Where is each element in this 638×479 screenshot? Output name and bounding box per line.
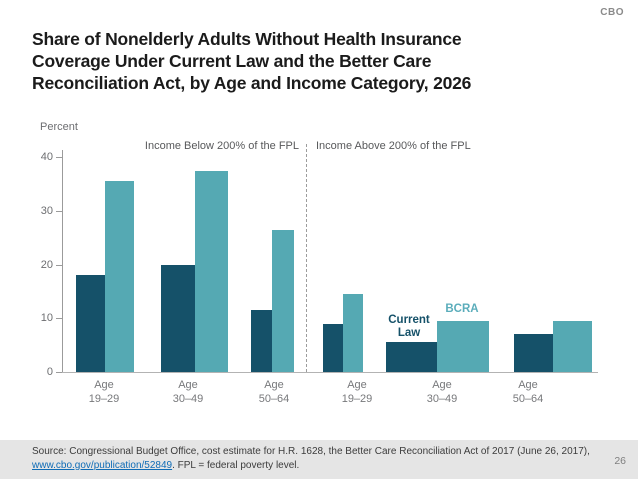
y-tick-mark-20 bbox=[56, 265, 62, 266]
source-text: Source: Congressional Budget Office, cos… bbox=[32, 446, 590, 457]
y-tick-mark-10 bbox=[56, 318, 62, 319]
y-tick-mark-30 bbox=[56, 211, 62, 212]
x-axis-label-above-19–29: Age 19–29 bbox=[341, 379, 373, 405]
x-axis-label-below-50–64: Age 50–64 bbox=[258, 379, 290, 405]
y-tick-mark-40 bbox=[56, 157, 62, 158]
source-link[interactable]: www.cbo.gov/publication/52849 bbox=[32, 459, 173, 471]
bar-current-law-age-50–64 bbox=[251, 310, 272, 372]
fpl-note: . FPL = federal poverty level. bbox=[172, 459, 300, 471]
cbo-logo: CBO bbox=[600, 7, 624, 18]
bar-current-law-age-50–64 bbox=[514, 334, 553, 372]
bar-bcra-age-19–29 bbox=[105, 181, 134, 372]
page-number: 26 bbox=[614, 455, 626, 467]
x-axis-label-below-19–29: Age 19–29 bbox=[88, 379, 120, 405]
x-axis-line bbox=[62, 372, 598, 373]
bar-bcra-age-30–49 bbox=[195, 171, 228, 372]
y-tick-label-40: 40 bbox=[40, 151, 53, 163]
bar-current-law-age-19–29 bbox=[76, 275, 105, 372]
bar-bcra-age-50–64 bbox=[553, 321, 592, 372]
x-axis-label-below-30–49: Age 30–49 bbox=[172, 379, 204, 405]
y-tick-label-10: 10 bbox=[40, 312, 53, 324]
legend-bcra: BCRA bbox=[445, 303, 479, 315]
y-tick-mark-0 bbox=[56, 372, 62, 373]
title-line-1: Share of Nonelderly Adults Without Healt… bbox=[32, 29, 462, 49]
bar-current-law-age-30–49 bbox=[386, 342, 437, 372]
group-header-above-fpl: Income Above 200% of the FPL bbox=[316, 140, 471, 152]
footer-bar: Source: Congressional Budget Office, cos… bbox=[0, 440, 638, 479]
y-axis-line bbox=[62, 150, 63, 372]
bar-current-law-age-19–29 bbox=[323, 324, 343, 372]
bar-bcra-age-30–49 bbox=[437, 321, 489, 372]
source-note: Source: Congressional Budget Office, cos… bbox=[32, 445, 592, 472]
group-divider-dashed-line bbox=[306, 144, 307, 372]
y-tick-label-20: 20 bbox=[40, 259, 53, 271]
bar-chart: Percent Income Below 200% of the FPL Inc… bbox=[40, 121, 598, 405]
title-line-2: Coverage Under Current Law and the Bette… bbox=[32, 51, 432, 71]
title-line-3: Reconciliation Act, by Age and Income Ca… bbox=[32, 73, 472, 93]
page-title: Share of Nonelderly Adults Without Healt… bbox=[32, 28, 592, 94]
bar-current-law-age-30–49 bbox=[161, 265, 195, 372]
bar-bcra-age-19–29 bbox=[343, 294, 363, 372]
y-axis-label: Percent bbox=[40, 121, 78, 133]
bar-bcra-age-50–64 bbox=[272, 230, 294, 372]
group-header-below-fpl: Income Below 200% of the FPL bbox=[144, 140, 299, 152]
y-tick-label-0: 0 bbox=[46, 366, 53, 378]
legend-current-law: Current Law bbox=[388, 314, 430, 339]
x-axis-label-above-50–64: Age 50–64 bbox=[512, 379, 544, 405]
y-tick-label-30: 30 bbox=[40, 205, 53, 217]
x-axis-label-above-30–49: Age 30–49 bbox=[426, 379, 458, 405]
